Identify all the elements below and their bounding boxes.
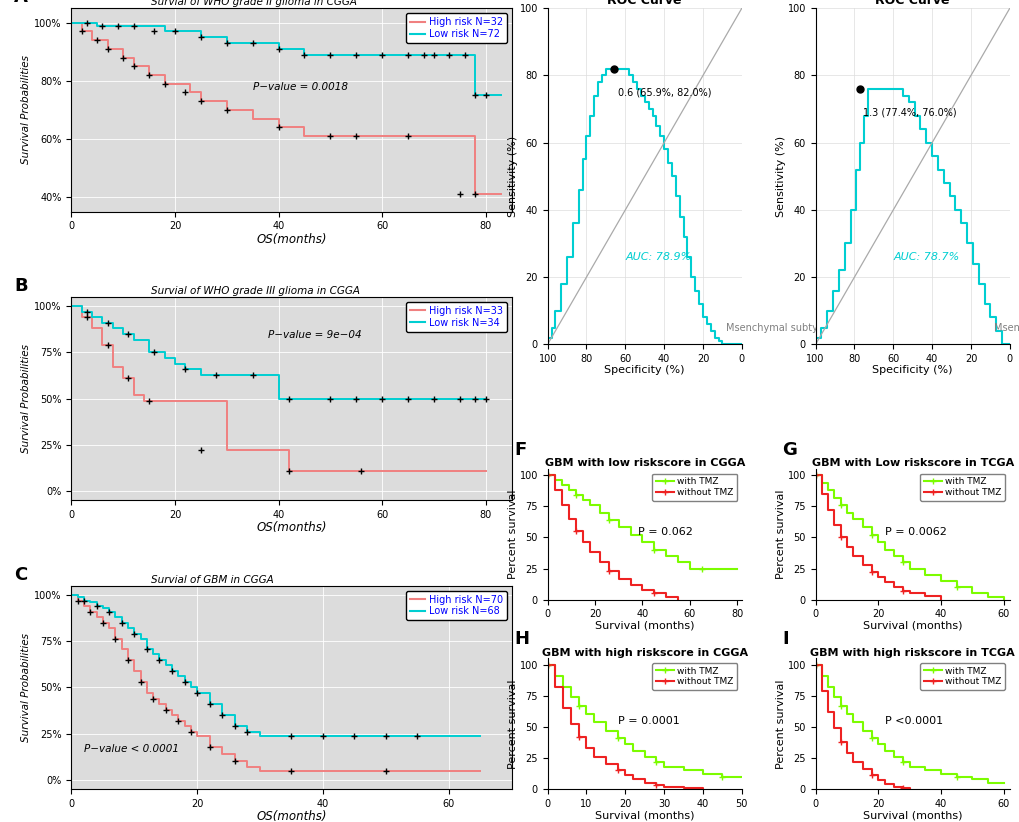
X-axis label: Survival (months): Survival (months) [594, 621, 694, 630]
Text: I: I [782, 630, 789, 648]
Title: GBM with high riskscore in CGGA: GBM with high riskscore in CGGA [541, 648, 747, 658]
Legend: with TMZ, without TMZ: with TMZ, without TMZ [919, 663, 1005, 690]
X-axis label: Survival (months): Survival (months) [862, 621, 962, 630]
Legend: High risk N=32, Low risk N=72: High risk N=32, Low risk N=72 [406, 13, 506, 43]
Legend: with TMZ, without TMZ: with TMZ, without TMZ [651, 473, 737, 501]
X-axis label: OS(months): OS(months) [256, 521, 326, 534]
Text: Msenchymal subtype: Msenchymal subtype [994, 323, 1019, 333]
X-axis label: OS(months): OS(months) [256, 233, 326, 246]
Y-axis label: Percent survival: Percent survival [507, 679, 518, 769]
Text: A: A [14, 0, 29, 7]
Text: Survial of WHO grade III glioma in CGGA: Survial of WHO grade III glioma in CGGA [151, 286, 360, 296]
Legend: with TMZ, without TMZ: with TMZ, without TMZ [919, 473, 1005, 501]
Y-axis label: Percent survival: Percent survival [775, 490, 786, 579]
Text: C: C [14, 566, 28, 584]
Text: F: F [515, 441, 527, 459]
X-axis label: OS(months): OS(months) [256, 810, 326, 822]
Title: GBM in TCGA
ROC Curve: GBM in TCGA ROC Curve [866, 0, 958, 7]
Y-axis label: Survival Probabilities: Survival Probabilities [21, 633, 32, 742]
Text: Msenchymal subtype: Msenchymal subtype [726, 323, 829, 333]
Title: GBM with Low riskscore in TCGA: GBM with Low riskscore in TCGA [811, 458, 1013, 469]
Y-axis label: Survival Probabilities: Survival Probabilities [21, 344, 32, 453]
X-axis label: Specificity (%): Specificity (%) [871, 366, 952, 376]
Text: P = 0.062: P = 0.062 [637, 527, 692, 537]
Text: AUC: 78.9%: AUC: 78.9% [625, 252, 691, 262]
Y-axis label: Percent survival: Percent survival [775, 679, 786, 769]
Legend: with TMZ, without TMZ: with TMZ, without TMZ [651, 663, 737, 690]
Y-axis label: Sensitivity (%): Sensitivity (%) [775, 136, 786, 217]
Text: P = 0.0001: P = 0.0001 [616, 717, 679, 727]
Legend: High risk N=70, Low risk N=68: High risk N=70, Low risk N=68 [406, 591, 506, 621]
Text: P = 0.0062: P = 0.0062 [883, 527, 946, 537]
Text: P−value = 9e−04: P−value = 9e−04 [268, 330, 362, 339]
Y-axis label: Percent survival: Percent survival [507, 490, 518, 579]
Text: Survial of GBM in CGGA: Survial of GBM in CGGA [151, 575, 273, 585]
X-axis label: Survival (months): Survival (months) [862, 810, 962, 820]
Text: P−value < 0.0001: P−value < 0.0001 [84, 744, 178, 754]
Y-axis label: Sensitivity (%): Sensitivity (%) [507, 136, 518, 217]
Title: GBM in CGGA
ROC Curve: GBM in CGGA ROC Curve [597, 0, 691, 7]
Legend: High risk N=33, Low risk N=34: High risk N=33, Low risk N=34 [406, 302, 506, 331]
X-axis label: Survival (months): Survival (months) [594, 810, 694, 820]
Y-axis label: Survival Probabilities: Survival Probabilities [21, 55, 32, 164]
Text: P−value = 0.0018: P−value = 0.0018 [253, 81, 347, 91]
Text: G: G [782, 441, 797, 459]
Text: B: B [14, 277, 28, 295]
Text: Survial of WHO grade II glioma in CGGA: Survial of WHO grade II glioma in CGGA [151, 0, 357, 7]
Text: H: H [515, 630, 529, 648]
Text: P <0.0001: P <0.0001 [883, 717, 942, 727]
Text: 1.3 (77.4%, 76.0%): 1.3 (77.4%, 76.0%) [862, 108, 956, 118]
Text: 0.6 (65.9%, 82.0%): 0.6 (65.9%, 82.0%) [618, 88, 710, 98]
X-axis label: Specificity (%): Specificity (%) [604, 366, 685, 376]
Text: AUC: 78.7%: AUC: 78.7% [893, 252, 959, 262]
Title: GBM with low riskscore in CGGA: GBM with low riskscore in CGGA [544, 458, 744, 469]
Title: GBM with high riskscore in TCGA: GBM with high riskscore in TCGA [809, 648, 1014, 658]
